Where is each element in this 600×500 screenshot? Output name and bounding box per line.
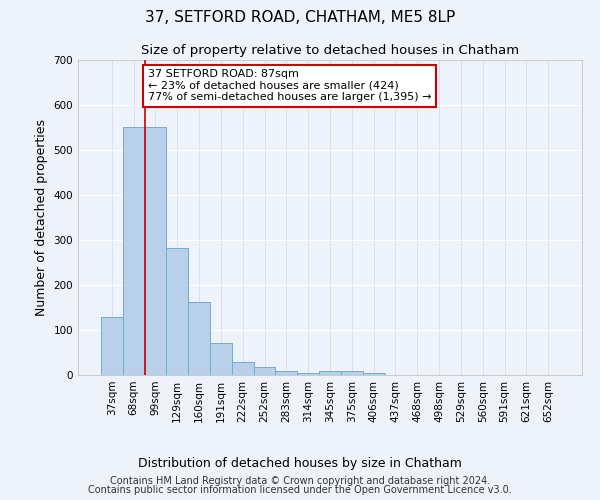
Bar bbox=[166, 248, 188, 375]
Y-axis label: Number of detached properties: Number of detached properties bbox=[35, 119, 48, 316]
Text: Contains public sector information licensed under the Open Government Licence v3: Contains public sector information licen… bbox=[88, 485, 512, 495]
Bar bbox=[254, 368, 275, 375]
Bar bbox=[297, 373, 319, 375]
Text: 37, SETFORD ROAD, CHATHAM, ME5 8LP: 37, SETFORD ROAD, CHATHAM, ME5 8LP bbox=[145, 10, 455, 25]
Bar bbox=[101, 318, 123, 375]
Bar bbox=[341, 370, 363, 375]
Text: Contains HM Land Registry data © Crown copyright and database right 2024.: Contains HM Land Registry data © Crown c… bbox=[110, 476, 490, 486]
Text: Distribution of detached houses by size in Chatham: Distribution of detached houses by size … bbox=[138, 458, 462, 470]
Bar bbox=[210, 342, 232, 375]
Bar bbox=[145, 127, 166, 375]
Text: 37 SETFORD ROAD: 87sqm
← 23% of detached houses are smaller (424)
77% of semi-de: 37 SETFORD ROAD: 87sqm ← 23% of detached… bbox=[148, 69, 431, 102]
Bar bbox=[232, 362, 254, 375]
Bar bbox=[363, 373, 385, 375]
Bar bbox=[275, 370, 297, 375]
Bar bbox=[123, 126, 145, 375]
Title: Size of property relative to detached houses in Chatham: Size of property relative to detached ho… bbox=[141, 44, 519, 58]
Bar bbox=[188, 302, 210, 375]
Bar bbox=[319, 370, 341, 375]
